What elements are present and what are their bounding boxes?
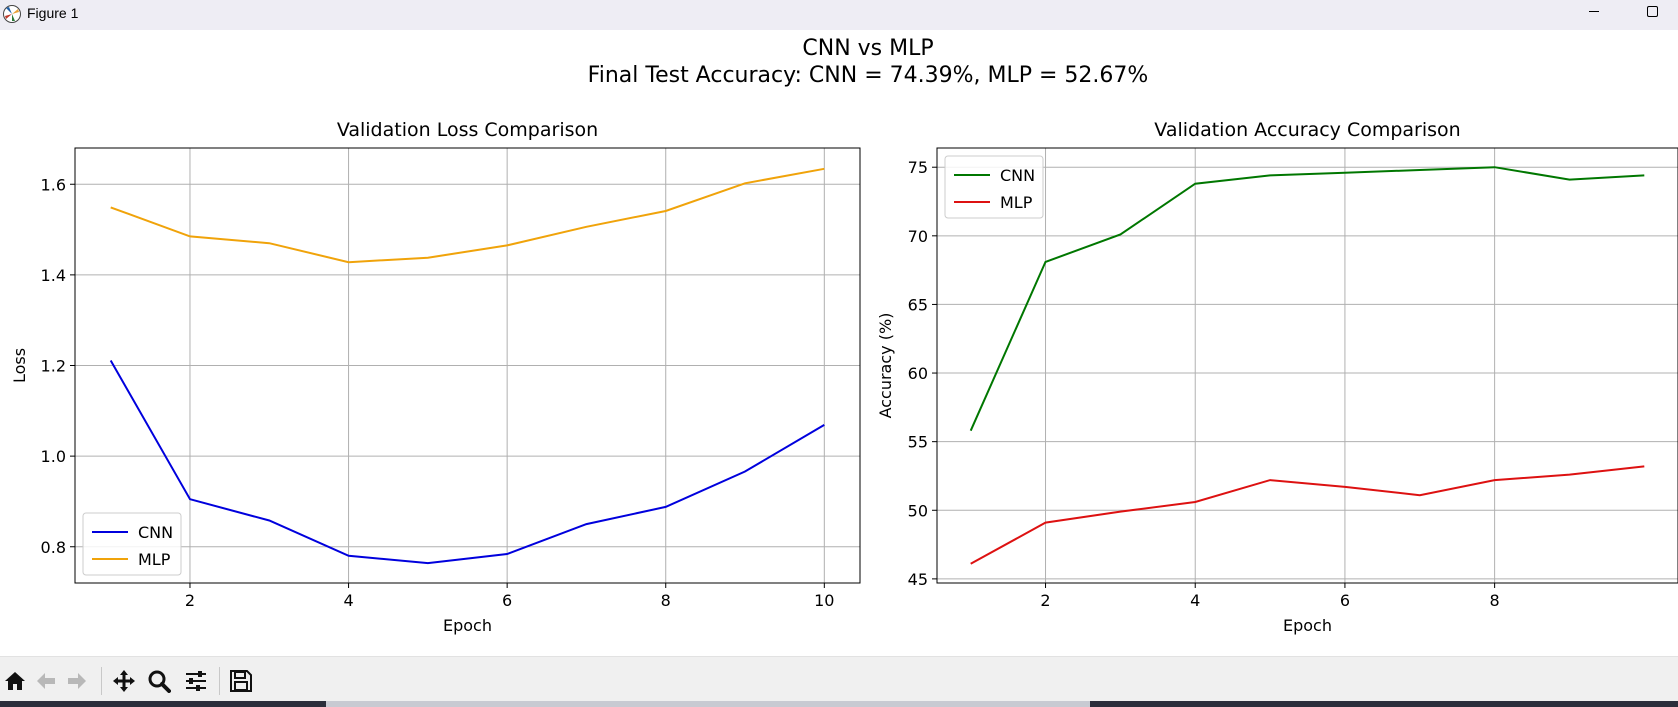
figure-suptitle-line1: CNN vs MLP	[802, 36, 933, 61]
x-tick-label: 8	[1490, 591, 1500, 610]
axes-frame	[936, 147, 1678, 584]
x-tick-label: 4	[1190, 591, 1200, 610]
home-button[interactable]	[0, 666, 30, 696]
minimize-button[interactable]	[1571, 0, 1617, 30]
legend-label: MLP	[1000, 193, 1033, 212]
legend-label: CNN	[1000, 166, 1035, 185]
save-icon	[230, 670, 252, 692]
pan-button[interactable]	[109, 666, 139, 696]
x-tick-label: 8	[661, 591, 671, 610]
navigation-toolbar	[0, 656, 1678, 702]
y-axis-label: Loss	[10, 348, 29, 383]
legend-label: MLP	[138, 550, 171, 569]
x-axis-label: Epoch	[1283, 616, 1332, 635]
legend-label: CNN	[138, 523, 173, 542]
chart-title: Validation Accuracy Comparison	[1154, 119, 1460, 141]
y-tick-label: 65	[908, 295, 928, 314]
y-tick-label: 1.6	[41, 175, 66, 194]
series-line-cnn	[969, 166, 1645, 432]
series-line-mlp	[110, 167, 825, 264]
back-icon	[37, 673, 55, 689]
y-tick-label: 75	[908, 158, 928, 177]
y-tick-label: 55	[908, 433, 928, 452]
x-axis-label: Epoch	[443, 616, 492, 635]
forward-icon	[68, 673, 86, 689]
matplotlib-icon	[3, 5, 21, 23]
x-tick-label: 4	[343, 591, 353, 610]
home-icon	[5, 672, 25, 690]
toolbar-separator	[101, 667, 102, 695]
y-tick-label: 60	[908, 364, 928, 383]
minimize-icon	[1589, 11, 1599, 12]
window-title: Figure 1	[27, 5, 79, 21]
x-tick-label: 2	[185, 591, 195, 610]
taskbar-strip	[0, 701, 1678, 707]
chart-title: Validation Loss Comparison	[337, 119, 598, 141]
toolbar-separator	[219, 667, 220, 695]
y-tick-label: 1.2	[41, 357, 66, 376]
save-button[interactable]	[226, 666, 256, 696]
zoom-icon	[148, 670, 171, 693]
window-titlebar: Figure 1	[0, 0, 1678, 30]
figure-canvas[interactable]: CNN vs MLP Final Test Accuracy: CNN = 74…	[0, 30, 1678, 656]
y-tick-label: 50	[908, 501, 928, 520]
back-button[interactable]	[31, 666, 61, 696]
series-line-cnn	[109, 360, 825, 565]
forward-button[interactable]	[62, 666, 92, 696]
y-tick-label: 1.0	[41, 447, 66, 466]
y-tick-label: 1.4	[41, 266, 66, 285]
x-tick-label: 6	[1340, 591, 1350, 610]
y-tick-label: 45	[908, 570, 928, 589]
configure-icon	[186, 671, 206, 691]
maximize-icon	[1647, 6, 1658, 17]
maximize-button[interactable]	[1630, 0, 1676, 30]
loss-chart: 2 4 6 8 10 0.8 1.0 1.2 1.4 1.6 Validation Loss Com…	[10, 119, 861, 635]
configure-subplots-button[interactable]	[181, 666, 211, 696]
figure-suptitle-line2: Final Test Accuracy: CNN = 74.39%, MLP =…	[588, 63, 1149, 88]
y-tick-label: 70	[908, 227, 928, 246]
x-tick-label: 6	[502, 591, 512, 610]
x-tick-label: 10	[814, 591, 834, 610]
zoom-button[interactable]	[144, 666, 174, 696]
accuracy-chart: 2 4 6 8 45 50 55 60 65 70 75 Validation Accuracy Co…	[876, 119, 1678, 635]
pan-icon	[113, 670, 135, 692]
y-tick-label: 0.8	[41, 538, 66, 557]
series-line-mlp	[970, 465, 1645, 565]
y-axis-label: Accuracy (%)	[876, 313, 895, 419]
x-tick-label: 2	[1040, 591, 1050, 610]
